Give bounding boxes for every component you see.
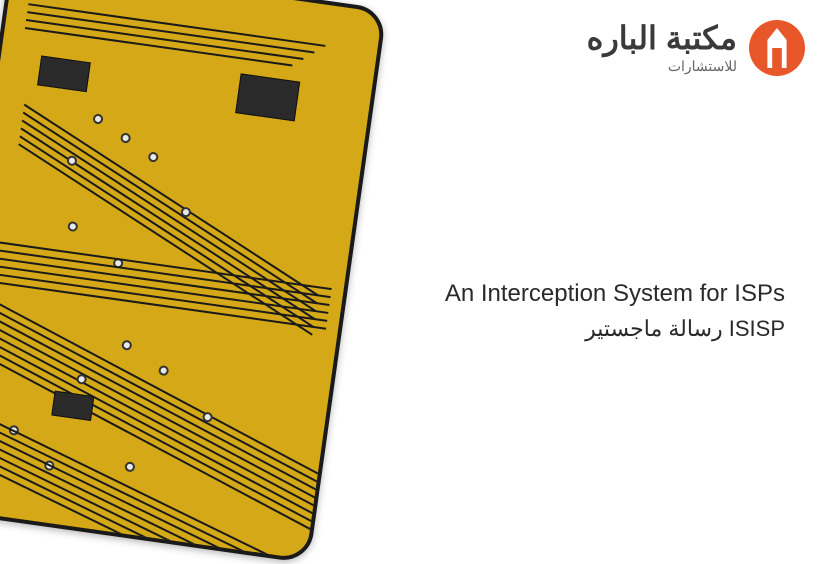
title-english: An Interception System for ISPs xyxy=(445,280,785,308)
lighthouse-shape xyxy=(761,28,793,68)
document-title-area: An Interception System for ISPs ISISP رس… xyxy=(445,280,785,342)
pcb-board xyxy=(0,0,387,564)
title-arabic: ISISP رسالة ماجستير xyxy=(445,316,785,342)
brand-sub-text: للاستشارات xyxy=(587,58,737,75)
circuit-board-image xyxy=(0,0,387,564)
brand-main-text: مكتبة الباره xyxy=(587,22,737,54)
brand-text: مكتبة الباره للاستشارات xyxy=(587,22,737,75)
brand-logo-area: مكتبة الباره للاستشارات xyxy=(587,20,805,76)
lighthouse-icon xyxy=(749,20,805,76)
